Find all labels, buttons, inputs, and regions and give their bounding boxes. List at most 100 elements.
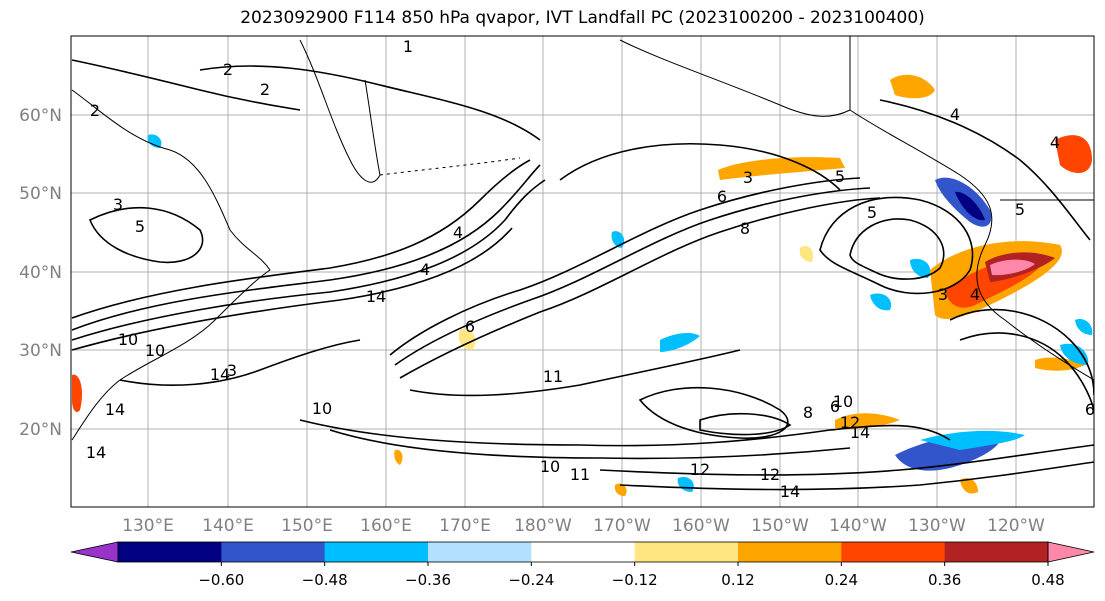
shade-orange-patch (835, 413, 900, 429)
colorbar-tick-label: 0.48 (1031, 571, 1064, 589)
shade-cyan-patch (147, 134, 162, 148)
contour-line (849, 218, 945, 280)
contour-label: 4 (420, 260, 430, 279)
contour-label: 6 (1085, 400, 1095, 419)
contour-label: 10 (312, 399, 332, 418)
contour-label: 14 (780, 482, 800, 501)
contour-label: 14 (210, 365, 230, 384)
colorbar-tick-label: −0.48 (302, 571, 348, 589)
contour-line (819, 196, 974, 295)
colorbar (70, 541, 1095, 563)
colorbar-extend-high (1047, 541, 1095, 563)
colorbar-extend-low (70, 541, 119, 563)
lat-tick-labels: 60°N 50°N 40°N 30°N 20°N (19, 106, 62, 440)
lon-tick-label: 130°W (908, 516, 966, 536)
contour-line (699, 412, 792, 436)
colorbar-segment (738, 542, 842, 562)
shade-orange-patch (718, 157, 845, 180)
lon-tick-label: 170°E (439, 516, 491, 536)
colorbar-tick-label: 0.36 (928, 571, 961, 589)
lon-tick-label: 150°W (751, 516, 809, 536)
contour-line (88, 206, 204, 264)
contour-line (559, 142, 841, 191)
shade-cyan-patch (1060, 343, 1089, 365)
contour-line (71, 159, 531, 319)
lon-tick-label: 160°E (360, 516, 412, 536)
contour-label: 14 (105, 400, 125, 419)
contour-line (71, 164, 541, 331)
colorbar-segment (221, 542, 326, 562)
contour-label: 8 (740, 219, 750, 238)
contour-label: 4 (453, 223, 463, 242)
contour-label: 5 (135, 217, 145, 236)
contour-label: 5 (1015, 200, 1025, 219)
contour-label: 14 (366, 287, 386, 306)
contour-label: 5 (835, 167, 845, 186)
contour-label: 8 (803, 403, 813, 422)
contour-line (599, 444, 1094, 476)
colorbar-segment (944, 542, 1049, 562)
contour-label: 3 (743, 168, 753, 187)
colorbar-tick-label: −0.60 (198, 571, 244, 589)
shade-orange-patch (890, 74, 935, 99)
contour-line (71, 59, 301, 111)
contour-label: 12 (760, 465, 780, 484)
contour-line (389, 177, 861, 356)
contour-label: 1 (403, 37, 413, 56)
shade-pink-patch (990, 259, 1035, 276)
contour-label: 14 (86, 443, 106, 462)
contour-label: 10 (145, 341, 165, 360)
map-frame (70, 35, 1095, 508)
shading-layer (72, 74, 1093, 496)
lon-tick-label: 140°W (829, 516, 887, 536)
contour-label: 3 (938, 285, 948, 304)
lon-tick-labels: 130°E 140°E 150°E 160°E 170°E 180°W 170°W 160°W… (122, 516, 1045, 536)
contour-line (71, 227, 513, 351)
contour-label: 6 (717, 187, 727, 206)
contour-line (329, 429, 851, 460)
contour-label: 4 (950, 105, 960, 124)
shade-yellow-patch (799, 245, 814, 262)
colorbar-tick-label: −0.36 (405, 571, 451, 589)
lat-tick-label: 30°N (19, 341, 62, 361)
contour-label: 3 (113, 195, 123, 214)
colorbar-tick-label: 0.24 (825, 571, 858, 589)
contour-layer (71, 59, 1094, 491)
colorbar-segment (428, 542, 532, 562)
shade-orange-patch (394, 449, 403, 465)
contour-line (119, 339, 361, 386)
lon-tick-label: 150°E (281, 516, 333, 536)
lat-tick-label: 60°N (19, 106, 62, 126)
colorbar-segment (531, 542, 636, 562)
lon-tick-label: 140°E (202, 516, 254, 536)
lon-tick-label: 160°W (672, 516, 730, 536)
contour-label: 6 (465, 317, 475, 336)
shade-orange-patch (1055, 135, 1092, 174)
shade-cyan-patch (870, 293, 892, 311)
contour-label: 4 (970, 285, 980, 304)
lon-tick-label: 120°W (987, 516, 1045, 536)
contour-line (394, 187, 871, 366)
contour-label: 2 (223, 60, 233, 79)
colorbar-frame (117, 541, 1049, 563)
shade-cyan-patch (660, 333, 700, 352)
colorbar-segment (841, 542, 946, 562)
shade-orange-patch (614, 483, 627, 496)
contour-line (71, 179, 546, 341)
coastline-kamchatka (299, 39, 381, 183)
colorbar-tick-label: −0.24 (508, 571, 554, 589)
colorbar-tick-label: 0.12 (721, 571, 754, 589)
shade-cyan-patch (1075, 319, 1093, 335)
contour-label: 2 (260, 80, 270, 99)
colorbar-segment (118, 542, 222, 562)
contour-label: 10 (118, 330, 138, 349)
shade-cyan-patch (920, 430, 1025, 450)
contour-line (959, 332, 1094, 411)
coastline-alaska (619, 36, 851, 117)
contour-label: 6 (830, 397, 840, 416)
contour-line (949, 308, 1094, 396)
